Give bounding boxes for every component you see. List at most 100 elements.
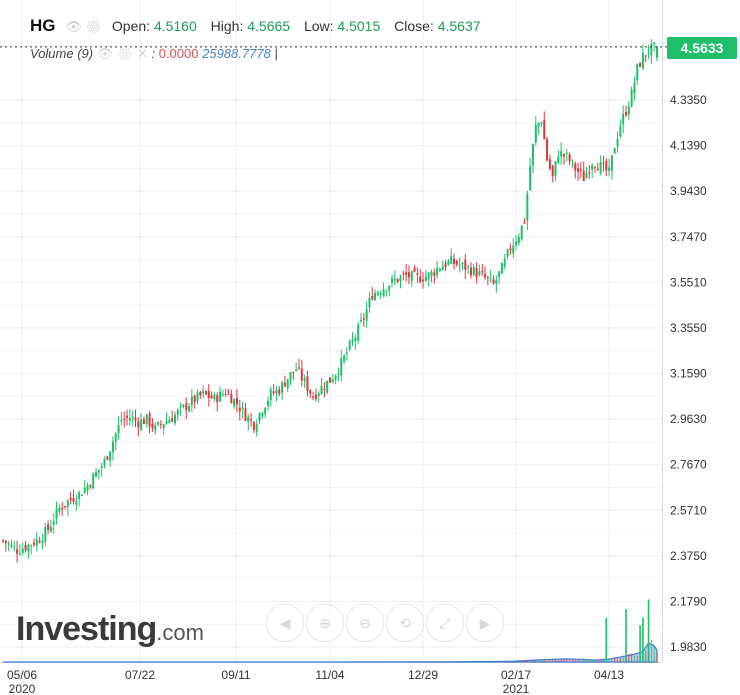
candle-body: [410, 271, 413, 281]
candle-body: [348, 341, 351, 350]
y-tick-label: 2.9630: [670, 412, 707, 426]
candle-body: [393, 278, 396, 281]
candle-body: [486, 276, 489, 278]
candle-body: [7, 543, 10, 545]
candle-body: [286, 379, 289, 388]
candle-body: [61, 508, 64, 510]
candle-body: [469, 267, 472, 276]
volume-settings-icons[interactable]: 👁 ⚙ ✕: [96, 46, 152, 61]
candle-body: [588, 172, 591, 174]
candle-body: [89, 485, 92, 487]
candle-body: [608, 167, 611, 172]
volume-bar: [521, 660, 523, 662]
candle-body: [292, 371, 295, 373]
visibility-icons[interactable]: 👁 ⚙: [65, 19, 103, 34]
scroll-left-icon[interactable]: ◀: [266, 604, 304, 642]
candle-body: [157, 422, 160, 425]
candle-body: [227, 393, 230, 395]
candle-body: [636, 63, 639, 81]
candle-body: [49, 526, 52, 532]
candle-body: [591, 165, 594, 170]
candle-body: [582, 170, 585, 182]
volume-bar: [602, 659, 604, 662]
candle-body: [244, 408, 247, 421]
candle-body: [281, 382, 284, 393]
candle-body: [207, 391, 210, 398]
candle-body: [396, 278, 399, 283]
candle-body: [616, 138, 619, 147]
candle-body: [641, 53, 644, 69]
candle-body: [441, 266, 444, 271]
candle-body: [639, 63, 642, 67]
candle-body: [306, 376, 309, 392]
volume-bar: [512, 661, 514, 662]
chart-grid: [0, 0, 663, 663]
volume-bar: [622, 655, 624, 662]
candle-body: [33, 542, 36, 545]
zoom-out-icon[interactable]: ⊖: [346, 604, 384, 642]
candle-body: [523, 222, 526, 224]
high-value: 4.5665: [247, 18, 291, 34]
volume-spike-bar: [647, 599, 650, 662]
candle-body: [622, 113, 625, 125]
candle-body: [540, 122, 543, 125]
candle-body: [379, 293, 382, 295]
candle-body: [300, 368, 303, 381]
candle-body: [21, 548, 24, 553]
candle-body: [444, 263, 447, 268]
candle-body: [131, 417, 134, 419]
candle-body: [481, 271, 484, 273]
candle-body: [613, 148, 616, 154]
candle-body: [526, 193, 529, 221]
fit-icon[interactable]: ⤢: [426, 604, 464, 642]
candle-body: [210, 395, 213, 399]
candle-body: [171, 418, 174, 422]
volume-bar: [490, 661, 492, 662]
candle-body: [422, 279, 425, 282]
scroll-right-icon[interactable]: ▶: [466, 604, 504, 642]
candle-body: [283, 382, 286, 387]
candle-body: [402, 273, 405, 275]
volume-bar: [560, 658, 562, 662]
candle-body: [27, 544, 30, 552]
candle-body: [216, 395, 219, 403]
candle-body: [562, 154, 565, 157]
x-tick-label: 05/06: [7, 668, 37, 682]
candle-body: [413, 267, 416, 272]
candle-body: [117, 424, 120, 434]
candle-body: [337, 374, 340, 376]
candle-body: [13, 546, 16, 548]
candle-body: [438, 268, 441, 271]
candle-body: [162, 424, 165, 428]
candle-body: [30, 545, 33, 547]
candle-body: [128, 418, 131, 421]
candle-body: [340, 357, 343, 376]
candle-body: [475, 268, 478, 277]
candle-body: [137, 421, 140, 428]
volume-bar: [580, 659, 582, 662]
candle-body: [656, 46, 658, 58]
candle-body: [72, 497, 75, 503]
candle-body: [453, 258, 456, 264]
candle-body: [653, 42, 656, 44]
candle-body: [83, 487, 86, 493]
close-label: Close:: [394, 18, 434, 34]
volume-bar: [532, 659, 534, 662]
candle-body: [455, 260, 458, 265]
logo-text: Investing: [16, 610, 157, 648]
volume-bar: [597, 660, 599, 662]
candle-body: [109, 451, 112, 461]
zoom-in-icon[interactable]: ⊕: [306, 604, 344, 642]
candle-body: [185, 403, 188, 411]
candle-body: [345, 352, 348, 354]
candle-body: [92, 473, 95, 489]
candle-body: [134, 417, 137, 421]
candle-body: [297, 367, 300, 369]
zoom-reset-icon[interactable]: ⟲: [386, 604, 424, 642]
candle-body: [633, 82, 636, 94]
volume-label: Volume (9): [30, 46, 94, 61]
candle-body: [221, 394, 224, 396]
candle-body: [568, 154, 571, 162]
